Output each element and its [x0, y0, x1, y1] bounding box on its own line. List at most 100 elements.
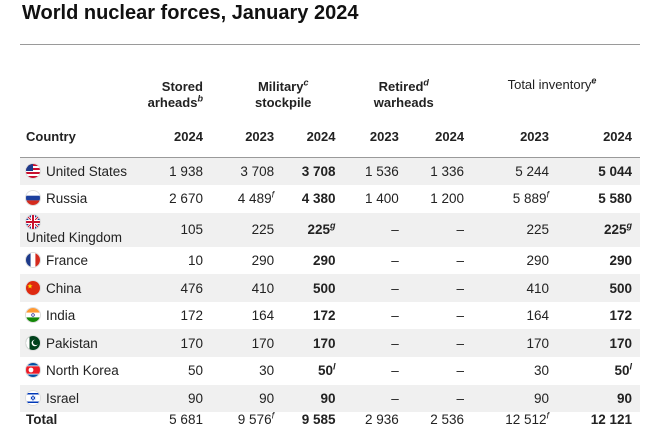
total-military-2024: 9 585: [301, 412, 336, 428]
table-row: United States 1 938 3 708 3 708 1 536 1 336 5 …: [20, 157, 640, 186]
year-header-row: Country 2024 2023 2024 2023 2024 2023 20…: [20, 115, 640, 158]
stored-2024-cell: 105: [180, 222, 203, 238]
retired-warheads-header: Retiredd warheads: [343, 45, 472, 116]
retired-header-line2: warheads: [373, 95, 434, 110]
retired-2024-cell: –: [456, 390, 465, 406]
total-2024-footnote: g: [626, 220, 633, 231]
retired-2023-cell: –: [391, 308, 399, 324]
total-2023-footnote: f: [546, 189, 549, 200]
country-cell: India: [20, 302, 148, 330]
country-name: Pakistan: [46, 335, 98, 351]
retired-header-line1: Retired: [378, 79, 424, 94]
total-2023-value: 5 244: [515, 164, 549, 180]
total-2023-cell: 5 889f: [472, 185, 557, 213]
empty-header-cell: [20, 45, 148, 116]
military-2023-cell: 170: [211, 329, 282, 357]
military-2024-value: 500: [312, 280, 336, 296]
total-2024-cell: 500: [557, 274, 640, 302]
country-name: China: [46, 280, 82, 296]
country-header: Country: [26, 128, 76, 144]
country-cell: United Kingdom: [20, 213, 148, 247]
year-header: 2023: [369, 128, 399, 144]
total-2024-cell: 225g: [557, 213, 640, 247]
stored-2024-cell: 10: [187, 252, 203, 268]
table-row: Pakistan 170 170 170 – – 170 170: [20, 329, 640, 358]
stored-2024-cell: 50: [187, 363, 203, 379]
pakistan-flag-icon: [26, 335, 40, 350]
total-2023-cell: 410: [472, 274, 557, 302]
military-2024-value: 172: [312, 308, 336, 324]
retired-2023-cell: –: [391, 280, 399, 296]
military-2023-value: 3 708: [240, 164, 275, 180]
total-inventory-2023: 12 512f: [472, 411, 557, 427]
uk-flag-icon: [26, 214, 40, 229]
year-header: 2023: [520, 128, 549, 144]
military-2023-cell: 30: [211, 357, 282, 385]
total-2023-value: 290: [526, 252, 549, 268]
retired-2024-cell: –: [456, 252, 465, 268]
table-row: France 10 290 290 – – 290 290: [20, 247, 640, 275]
stored-header-line2: arheads: [147, 95, 198, 110]
total-military-2023: 9 576f: [211, 411, 282, 427]
stored-2024-cell: 1 938: [169, 164, 203, 180]
total-row: Total 5 681 9 576f 9 585 2 936 2 536 12 …: [20, 411, 640, 428]
total-2023-value: 410: [526, 280, 549, 296]
military-2023-value: 290: [251, 252, 275, 268]
military-2024-value: 3 708: [301, 164, 336, 180]
country-cell: France: [20, 247, 148, 275]
military-2024-footnote: g: [329, 220, 336, 231]
france-flag-icon: [26, 252, 40, 267]
table-row: Russia 2 670 4 489f 4 380 1 400 1 200 5 889f 5 …: [20, 185, 640, 213]
table-row: China 476 410 500 – – 410 500: [20, 274, 640, 302]
retired-2023-cell: –: [391, 390, 399, 406]
country-name: United States: [46, 164, 128, 180]
country-name: Israel: [46, 390, 80, 406]
military-2024-cell: 3 708: [282, 158, 343, 186]
total-2024-value: 5 044: [598, 164, 632, 180]
total-2024-cell: 90: [557, 385, 640, 413]
military-2024-value: 170: [312, 335, 336, 351]
total-2023-value: 30: [533, 363, 549, 379]
military-2023-cell: 3 708: [211, 158, 282, 186]
total-2023-cell: 225: [472, 213, 557, 247]
group-header-row: Stored arheadsb Militaryc stockpile Reti…: [20, 44, 640, 116]
military-2023-value: 410: [251, 280, 275, 296]
total-2024-cell: 5 044: [557, 158, 640, 186]
total-2024-value: 290: [609, 252, 632, 268]
israel-flag-icon: [26, 390, 40, 405]
total-2023-cell: 170: [472, 329, 557, 357]
military-2023-value: 170: [251, 335, 275, 351]
stored-2024-cell: 2 670: [169, 191, 203, 207]
china-flag-icon: [26, 280, 40, 295]
military-2024-cell: 500: [282, 274, 343, 302]
stored-header-line1: Stored: [161, 79, 203, 94]
total-2023-cell: 164: [472, 302, 557, 330]
country-cell: North Korea: [20, 357, 148, 385]
total-2023-value: 170: [526, 335, 549, 351]
total-2023-value: 225: [526, 222, 549, 238]
military-2024-cell: 50l: [282, 357, 343, 385]
total-2024-value: 172: [609, 308, 632, 324]
year-header: 2024: [435, 128, 465, 144]
total-2024-cell: 50l: [557, 357, 640, 385]
military-2024-cell: 4 380: [282, 185, 343, 213]
total-2023-value: 164: [526, 308, 549, 324]
military-2024-cell: 290: [282, 247, 343, 275]
military-2024-footnote: l: [332, 361, 336, 372]
total-2024-value: 90: [616, 390, 632, 406]
military-2024-value: 290: [312, 252, 336, 268]
stored-2024-cell: 476: [180, 280, 203, 296]
total-2023-cell: 30: [472, 357, 557, 385]
stored-2024-cell: 90: [187, 390, 203, 406]
total-retired-2023: 2 936: [365, 412, 399, 428]
military-2023-cell: 164: [211, 302, 282, 330]
total-2024-value: 500: [609, 280, 632, 296]
country-name: North Korea: [46, 363, 119, 379]
total-label: Total: [26, 412, 58, 428]
military-2024-cell: 225g: [282, 213, 343, 247]
country-cell: Pakistan: [20, 329, 148, 357]
country-cell: China: [20, 274, 148, 302]
total-2024-value: 5 580: [598, 191, 632, 207]
year-header: 2023: [245, 128, 275, 144]
military-2023-cell: 290: [211, 247, 282, 275]
